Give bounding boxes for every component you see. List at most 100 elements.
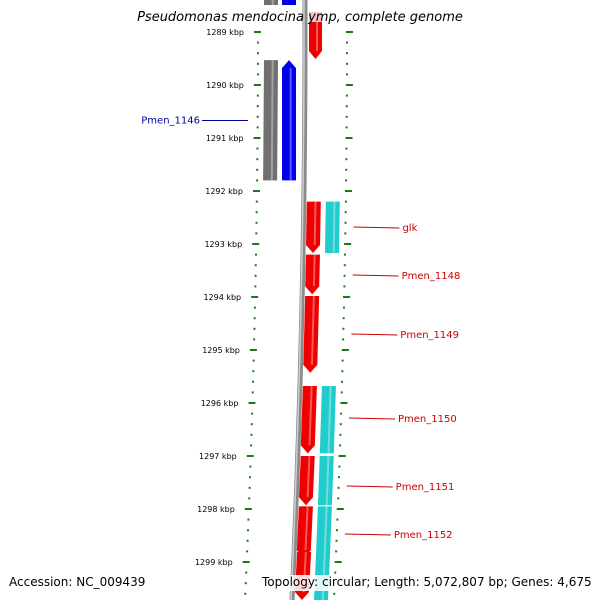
gene-pmen_1152-cds-arrow-shade bbox=[304, 506, 309, 551]
minor-tick-left bbox=[252, 359, 255, 362]
major-tick-left bbox=[249, 349, 257, 351]
genome-summary-text: Topology: circular; Length: 5,072,807 bp… bbox=[262, 575, 592, 589]
minor-tick-right bbox=[336, 518, 339, 521]
minor-tick-left bbox=[254, 264, 257, 267]
minor-tick-right bbox=[345, 52, 348, 55]
minor-tick-left bbox=[256, 115, 259, 118]
minor-tick-right bbox=[345, 41, 348, 44]
minor-tick-left bbox=[248, 486, 251, 489]
genome-backbone-highlight bbox=[290, 0, 305, 600]
gene-glk-gene-bar[interactable] bbox=[325, 201, 340, 254]
scale-tick-label: 1292 kbp bbox=[205, 187, 243, 196]
minor-tick-right bbox=[345, 73, 348, 76]
minor-tick-left bbox=[254, 253, 257, 256]
genome-backbone-line bbox=[289, 0, 308, 600]
minor-tick-left bbox=[255, 221, 258, 224]
minor-tick-right bbox=[345, 126, 348, 129]
scale-tick-label: 1289 kbp bbox=[206, 28, 244, 37]
gene-pmen_1149-cds-arrow-shade bbox=[310, 295, 315, 365]
scale-tick-label: 1296 kbp bbox=[201, 399, 239, 408]
minor-tick-left bbox=[253, 306, 256, 309]
minor-tick-left bbox=[256, 41, 259, 44]
gene-pmen_1146-gene-bar[interactable] bbox=[263, 60, 278, 181]
minor-tick-right bbox=[344, 200, 347, 203]
gene-pmen_1150-cds-arrow[interactable] bbox=[300, 386, 317, 454]
minor-tick-right bbox=[335, 529, 338, 532]
major-tick-right bbox=[338, 455, 346, 457]
minor-tick-left bbox=[252, 370, 255, 373]
accession-text: Accession: NC_009439 bbox=[9, 575, 146, 589]
gene-label[interactable]: Pmen_1148 bbox=[402, 271, 461, 282]
gene-pmen_1151-gene-bar[interactable] bbox=[317, 456, 334, 506]
reverse-cds-partial[interactable] bbox=[282, 0, 296, 5]
gene-glk-cds-arrow[interactable] bbox=[306, 201, 321, 254]
major-tick-left bbox=[251, 296, 259, 298]
minor-tick-right bbox=[345, 115, 348, 118]
gene-label[interactable]: Pmen_1149 bbox=[400, 330, 459, 341]
gene-pmen_1149-cds-arrow[interactable] bbox=[303, 295, 320, 373]
minor-tick-left bbox=[256, 62, 259, 65]
gene-glk-gene-bar-shade bbox=[332, 201, 336, 254]
minor-tick-left bbox=[246, 529, 249, 532]
major-tick-left bbox=[252, 190, 260, 192]
minor-tick-left bbox=[256, 105, 259, 108]
gene-label[interactable]: Pmen_1151 bbox=[396, 482, 455, 493]
minor-tick-left bbox=[244, 592, 247, 595]
minor-tick-left bbox=[246, 539, 249, 542]
forward-cds-partial[interactable] bbox=[308, 22, 322, 59]
gene-label[interactable]: Pmen_1152 bbox=[394, 530, 453, 541]
minor-tick-left bbox=[256, 94, 259, 97]
major-tick-left bbox=[253, 137, 261, 139]
scale-tick-label: 1291 kbp bbox=[206, 134, 244, 143]
minor-tick-right bbox=[340, 412, 343, 415]
minor-tick-left bbox=[252, 380, 255, 383]
scale-tick-label: 1299 kbp bbox=[195, 558, 233, 567]
major-tick-left bbox=[252, 243, 260, 245]
minor-tick-right bbox=[341, 380, 344, 383]
minor-tick-left bbox=[246, 550, 249, 553]
major-tick-right bbox=[345, 31, 353, 33]
minor-tick-right bbox=[343, 285, 346, 288]
gene-label[interactable]: Pmen_1150 bbox=[398, 414, 457, 425]
gene-pmen_1150-cds-arrow-shade bbox=[308, 386, 313, 446]
gene-label[interactable]: glk bbox=[402, 223, 417, 234]
gene-pmen_1152-cds-arrow[interactable] bbox=[296, 506, 313, 559]
minor-tick-left bbox=[249, 476, 252, 479]
scale-tick-label: 1297 kbp bbox=[199, 452, 237, 461]
minor-tick-right bbox=[335, 550, 338, 553]
minor-tick-left bbox=[255, 211, 258, 214]
minor-tick-right bbox=[341, 370, 344, 373]
minor-tick-left bbox=[253, 327, 256, 330]
minor-tick-right bbox=[343, 264, 346, 267]
minor-tick-left bbox=[247, 518, 250, 521]
minor-tick-right bbox=[343, 274, 346, 277]
gene-pmen_1151-cds-arrow[interactable] bbox=[298, 456, 315, 506]
major-tick-left bbox=[253, 31, 261, 33]
gene-pmen_1150-gene-bar[interactable] bbox=[319, 386, 336, 454]
gene-pmen_1150-gene-bar-shade bbox=[327, 386, 332, 454]
gene-pmen_1148-cds-arrow[interactable] bbox=[305, 254, 320, 295]
minor-tick-left bbox=[250, 444, 253, 447]
minor-tick-left bbox=[256, 52, 259, 55]
minor-tick-right bbox=[337, 486, 340, 489]
gene-label[interactable]: Pmen_1146 bbox=[141, 116, 200, 127]
minor-tick-right bbox=[345, 168, 348, 171]
minor-tick-right bbox=[345, 105, 348, 108]
major-tick-right bbox=[334, 561, 342, 563]
gene-label-leader bbox=[344, 533, 391, 536]
major-tick-right bbox=[344, 243, 352, 245]
major-tick-right bbox=[345, 84, 353, 86]
minor-tick-left bbox=[251, 391, 254, 394]
minor-tick-left bbox=[250, 423, 253, 426]
reverse-gene-partial[interactable] bbox=[264, 0, 279, 5]
gene-pmen_1152-gene-bar[interactable] bbox=[315, 506, 332, 559]
minor-tick-left bbox=[254, 285, 257, 288]
major-tick-left bbox=[253, 84, 261, 86]
gene-pmen_1146-cds-arrow[interactable] bbox=[282, 60, 296, 181]
major-tick-right bbox=[341, 349, 349, 351]
minor-tick-left bbox=[245, 571, 248, 574]
scale-tick-label: 1298 kbp bbox=[197, 505, 235, 514]
gene-label-leader bbox=[353, 226, 400, 229]
